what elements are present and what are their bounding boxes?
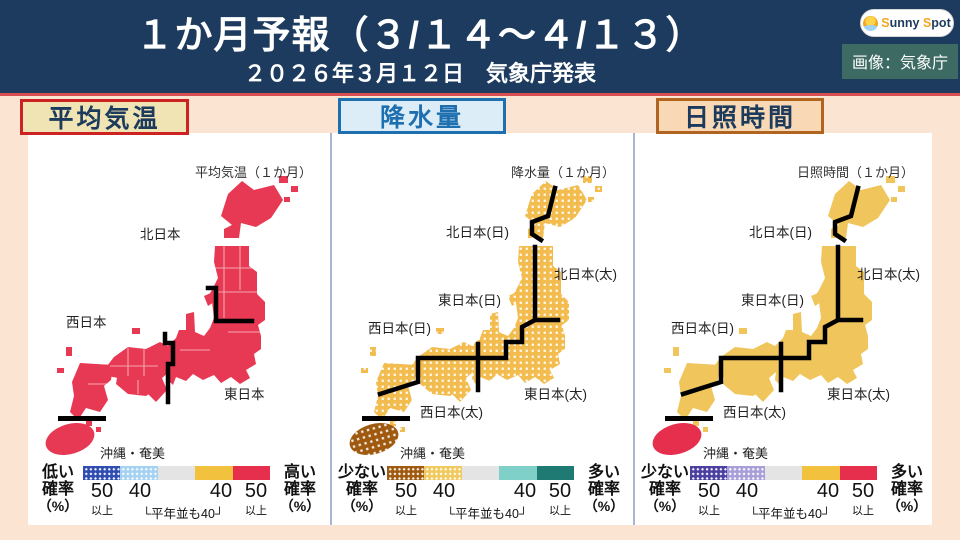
region-label-north-sea: 北日本(日) xyxy=(749,225,812,240)
scale-tick: 40 xyxy=(432,480,456,502)
scale-segment xyxy=(727,466,765,480)
region-label-north: 北日本 xyxy=(140,227,181,242)
scale-low-label: 少ない 確率 （%） xyxy=(337,464,386,514)
region-label-east-sea: 東日本(日) xyxy=(438,293,501,308)
region-label-east-pacific: 東日本(太) xyxy=(827,387,890,402)
okinawa-label: 沖縄・奄美 xyxy=(100,446,166,461)
scale-segment xyxy=(764,466,803,480)
okinawa-label: 沖縄・奄美 xyxy=(400,446,466,461)
region-label-north-pacific: 北日本(太) xyxy=(857,267,920,282)
scale-segment xyxy=(690,466,728,480)
scale-tick: 40 xyxy=(128,480,152,502)
scale-mid-note: └平年並も40┘ xyxy=(749,507,831,521)
header-bar: １か月予報（３/１４～４/１３） ２０２６年３月１２日 気象庁発表 Sunny … xyxy=(0,0,960,93)
color-scale-bar xyxy=(387,466,575,480)
scale-segment xyxy=(157,466,196,480)
scale-mid-note: └平年並も40┘ xyxy=(446,507,528,521)
color-scale-bar xyxy=(690,466,878,480)
panel-average-temperature: 平均気温（１か月） 北日本 西日本 東日本 沖縄・奄美 低い 確率 （%） 50… xyxy=(28,133,330,525)
scale-tick-suffix: 以上 xyxy=(698,505,720,517)
panel-divider xyxy=(633,133,635,525)
scale-tick: 40 xyxy=(816,480,840,502)
okinawa-amami-area xyxy=(349,423,399,455)
okinawa-amami-area xyxy=(45,423,95,455)
scale-segment xyxy=(802,466,840,480)
scale-segment xyxy=(232,466,271,480)
scale-tick-suffix: 以上 xyxy=(395,505,417,517)
japan-map-temperature xyxy=(45,176,298,455)
region-label-west-pacific: 西日本(太) xyxy=(420,405,483,420)
scale-high-label: 高い 確率 （%） xyxy=(279,464,321,514)
panel-sunshine-hours: 日照時間（１か月） 北日本(日) 北日本(太) 東日本(日) 西日本(日) 東日… xyxy=(635,133,932,525)
scale-tick: 40 xyxy=(209,480,233,502)
region-label-north-pacific: 北日本(太) xyxy=(554,267,617,282)
scale-segment xyxy=(83,466,121,480)
scale-tick-suffix: 以上 xyxy=(549,505,571,517)
scale-tick: 50 xyxy=(90,480,114,502)
scale-tick-suffix: 以上 xyxy=(91,505,113,517)
image-credit-badge: 画像：気象庁 xyxy=(841,44,958,79)
scale-tick: 40 xyxy=(735,480,759,502)
brand-word-spot: Spot xyxy=(922,16,951,30)
panel-divider xyxy=(330,133,332,525)
scale-tick: 50 xyxy=(548,480,572,502)
scale-segment xyxy=(424,466,462,480)
panels-background xyxy=(28,133,932,525)
okinawa-amami-area xyxy=(652,423,702,455)
brand-word-sunny: Sunny xyxy=(881,16,920,30)
region-label-east: 東日本 xyxy=(224,387,265,402)
scale-tick: 50 xyxy=(244,480,268,502)
scale-segment xyxy=(461,466,500,480)
page-subtitle: ２０２６年３月１２日 気象庁発表 xyxy=(243,61,596,86)
sun-over-water-icon xyxy=(863,15,879,31)
region-label-west-pacific: 西日本(太) xyxy=(723,405,786,420)
region-label-west-sea: 西日本(日) xyxy=(671,321,734,336)
panel-precipitation: 降水量（１か月） 北日本(日) 北日本(太) 東日本(日) 西日本(日) 東日本… xyxy=(332,133,633,525)
tab-precipitation: 降水量 xyxy=(338,98,506,134)
map-title: 日照時間（１か月） xyxy=(796,165,914,180)
probability-scale-temperature: 低い 確率 （%） 50 40 40 50 以上 以上 └平年並も40┘ 高い … xyxy=(28,463,330,525)
japan-map-precipitation xyxy=(349,176,602,455)
brand-name: Sunny Spot xyxy=(881,16,950,30)
sunny-spot-logo: Sunny Spot xyxy=(860,9,954,37)
scale-segment xyxy=(839,466,878,480)
scale-segment xyxy=(195,466,233,480)
probability-scale-precipitation: 少ない 確率 （%） 50 40 40 50 以上 以上 └平年並も40┘ 多い… xyxy=(332,463,633,525)
scale-mid-note: └平年並も40┘ xyxy=(142,507,224,521)
map-title: 降水量（１か月） xyxy=(510,165,615,180)
japan-map-sunshine xyxy=(652,176,905,455)
scale-low-label: 低い 確率 （%） xyxy=(37,464,79,514)
scale-tick-suffix: 以上 xyxy=(852,505,874,517)
scale-segment xyxy=(499,466,537,480)
scale-tick-suffix: 以上 xyxy=(245,505,267,517)
page-title: １か月予報（３/１４～４/１３） xyxy=(135,15,705,57)
region-label-west-sea: 西日本(日) xyxy=(368,321,431,336)
okinawa-label: 沖縄・奄美 xyxy=(703,446,769,461)
color-scale-bar xyxy=(83,466,271,480)
tab-sunshine-hours: 日照時間 xyxy=(656,98,824,134)
scale-high-label: 多い 確率 （%） xyxy=(583,464,625,514)
scale-tick: 50 xyxy=(394,480,418,502)
header-accent-line xyxy=(0,93,960,96)
scale-segment xyxy=(387,466,425,480)
region-label-east-sea: 東日本(日) xyxy=(741,293,804,308)
region-label-north-sea: 北日本(日) xyxy=(446,225,509,240)
map-title: 平均気温（１か月） xyxy=(194,165,312,180)
scale-segment xyxy=(536,466,575,480)
scale-tick: 40 xyxy=(513,480,537,502)
scale-tick: 50 xyxy=(697,480,721,502)
scale-segment xyxy=(120,466,158,480)
tab-average-temperature: 平均気温 xyxy=(20,99,189,135)
scale-tick: 50 xyxy=(851,480,875,502)
region-label-east-pacific: 東日本(太) xyxy=(524,387,587,402)
region-label-west: 西日本 xyxy=(66,315,107,330)
probability-scale-sunshine: 少ない 確率 （%） 50 40 40 50 以上 以上 └平年並も40┘ 多い… xyxy=(635,463,932,525)
scale-low-label: 少ない 確率 （%） xyxy=(640,464,689,514)
scale-high-label: 多い 確率 （%） xyxy=(886,464,928,514)
